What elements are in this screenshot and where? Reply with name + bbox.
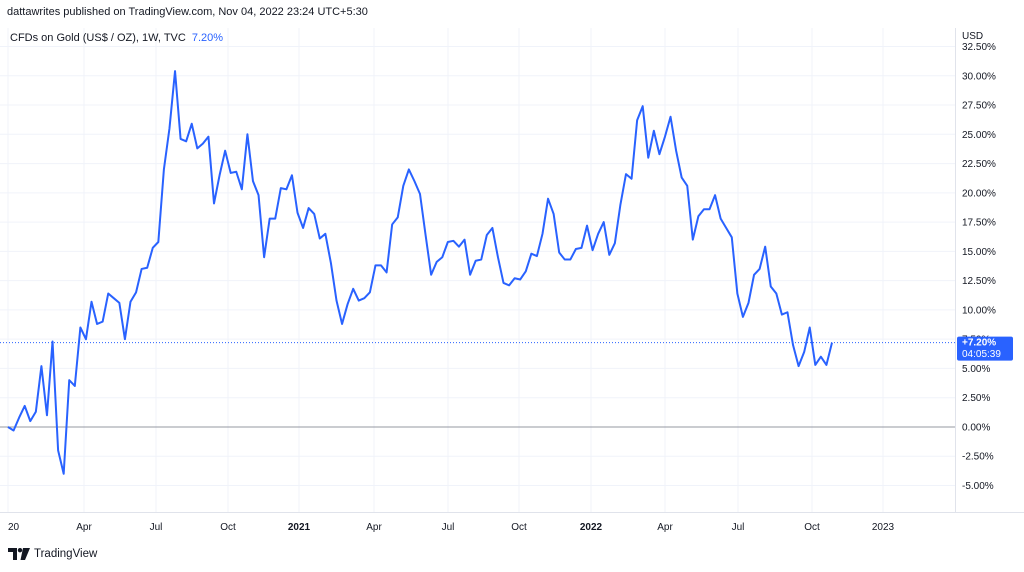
y-tick-label: 30.00% <box>962 71 996 82</box>
x-tick-label: Apr <box>366 522 382 533</box>
x-tick-label: Jul <box>442 522 455 533</box>
countdown-label: 04:05:39 <box>962 349 1001 360</box>
last-value-label: +7.20% <box>962 338 996 349</box>
x-tick-label: Jul <box>732 522 745 533</box>
y-tick-label: 10.00% <box>962 305 996 316</box>
x-tick-label: Jul <box>150 522 163 533</box>
brand-label: TradingView <box>34 548 98 560</box>
y-tick-label: 27.50% <box>962 101 996 112</box>
y-tick-label: 5.00% <box>962 364 990 375</box>
symbol-label: CFDs on Gold (US$ / OZ), 1W, TVC <box>10 32 186 44</box>
x-tick-label: 2023 <box>872 522 895 533</box>
x-tick-label: Apr <box>76 522 92 533</box>
chart-legend[interactable]: CFDs on Gold (US$ / OZ), 1W, TVC 7.20% <box>10 32 223 44</box>
legend-value: 7.20% <box>191 32 224 44</box>
tradingview-logo-icon <box>8 548 30 560</box>
y-tick-label: 25.00% <box>962 130 996 141</box>
y-tick-label: 22.50% <box>962 159 996 170</box>
x-tick-label: Apr <box>657 522 673 533</box>
x-tick-label: Oct <box>804 522 820 533</box>
last-value-badge: +7.20% 04:05:39 <box>957 336 1013 361</box>
publish-info: dattawrites published on TradingView.com… <box>7 6 368 18</box>
x-tick-label: Oct <box>511 522 527 533</box>
y-tick-label: 2.50% <box>962 393 990 404</box>
y-tick-label: 20.00% <box>962 188 996 199</box>
y-tick-label: -5.00% <box>962 481 994 492</box>
last-value-badge-bg <box>957 336 1013 361</box>
y-tick-label: 32.50% <box>962 42 996 53</box>
y-tick-label: 17.50% <box>962 218 996 229</box>
currency-label[interactable]: USD <box>962 31 984 42</box>
y-tick-label: 12.50% <box>962 276 996 287</box>
price-chart[interactable]: 32.50% 30.00% 27.50% 25.00% 22.50% 20.00% 17.5… <box>0 28 1024 542</box>
grid-lines <box>0 28 955 512</box>
price-axis[interactable]: 32.50% 30.00% 27.50% 25.00% 22.50% 20.00% 17.5… <box>962 42 996 492</box>
x-tick-label: Oct <box>220 522 236 533</box>
y-tick-label: 15.00% <box>962 247 996 258</box>
x-tick-label: 2021 <box>288 522 311 533</box>
series-line <box>7 70 833 475</box>
footer-brand[interactable]: TradingView <box>8 548 97 560</box>
y-tick-label: -2.50% <box>962 452 994 463</box>
x-tick-label: 2022 <box>580 522 603 533</box>
y-tick-label: 0.00% <box>962 422 990 433</box>
time-axis[interactable]: 20 Apr Jul Oct 2021 Apr Jul Oct 2022 Apr Jul Oct 202… <box>8 522 895 533</box>
x-tick-label: 20 <box>8 522 20 533</box>
